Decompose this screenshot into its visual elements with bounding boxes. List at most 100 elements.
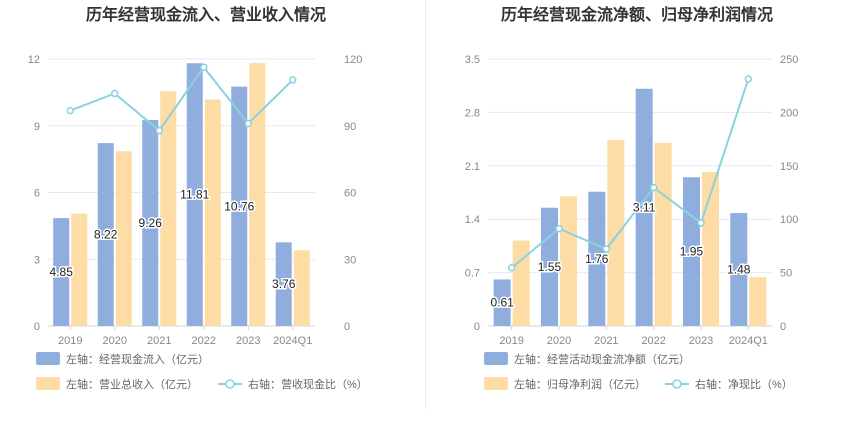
right-axis-tick-label: 60: [344, 188, 356, 200]
left-axis-tick-label: 12: [28, 54, 40, 66]
net-cashflow-profit-chart: 历年经营现金流净额、归母净利润情况 0 0.7 1.4 2.1 2.8 3.5 0 50 100 1…: [465, 5, 799, 391]
ratio-line: [69, 65, 294, 133]
x-axis-tick-label: 2023: [689, 335, 713, 347]
bar-series2[interactable]: [749, 277, 767, 326]
bar-data-label: 1.76: [585, 252, 609, 266]
bar-series2[interactable]: [607, 139, 625, 326]
legend-line-marker: [225, 379, 235, 389]
bar-data-label: 0.61: [490, 296, 514, 310]
bar-data-label: 9.26: [139, 216, 163, 230]
ratio-point[interactable]: [649, 183, 658, 192]
bar-series1[interactable]: [53, 218, 70, 326]
ratio-line: [511, 78, 750, 269]
ratio-point[interactable]: [244, 119, 252, 128]
bar-series1[interactable]: [275, 242, 292, 326]
left-axis-tick-label: 0: [34, 321, 40, 333]
right-axis-tick-label: 120: [344, 54, 362, 66]
panel-divider: [425, 0, 426, 410]
bar-series1[interactable]: [730, 213, 748, 326]
bar-series2[interactable]: [702, 171, 720, 326]
left-axis-tick-label: 3: [34, 254, 40, 266]
legend-label: 左轴：经营现金流入（亿元）: [66, 352, 209, 366]
bar-series1[interactable]: [635, 88, 653, 326]
x-axis-tick-label: 2021: [594, 335, 618, 347]
x-axis-tick-label: 2023: [236, 335, 260, 347]
bar-data-label: 3.76: [272, 277, 296, 291]
bar-series1[interactable]: [493, 279, 511, 326]
x-axis-tick-label: 2019: [58, 335, 82, 347]
legend-swatch[interactable]: [484, 352, 508, 365]
legend-swatch[interactable]: [36, 352, 60, 365]
right-axis-tick-label: 0: [780, 321, 786, 333]
x-axis-tick-label: 2024Q1: [729, 335, 768, 347]
ratio-point[interactable]: [111, 89, 119, 98]
bar-data-label: 1.48: [727, 263, 751, 277]
right-axis-tick-label: 90: [344, 121, 356, 133]
bar-data-label: 1.55: [538, 260, 562, 274]
bar-series2[interactable]: [654, 142, 672, 326]
ratio-point[interactable]: [200, 63, 208, 71]
chart-title: 历年经营现金流入、营业收入情况: [86, 5, 326, 24]
left-axis-tick-label: 0: [474, 321, 480, 333]
right-axis-tick-label: 50: [780, 268, 792, 280]
bar-series1[interactable]: [540, 207, 558, 326]
ratio-point[interactable]: [66, 106, 74, 115]
x-axis-tick-label: 2021: [147, 335, 171, 347]
legend-label: 右轴：净现比（%）: [695, 377, 793, 391]
left-axis-tick-label: 3.5: [465, 54, 480, 66]
x-axis-tick-label: 2022: [192, 335, 216, 347]
x-axis-tick-label: 2024Q1: [273, 335, 312, 347]
bar-series2[interactable]: [71, 213, 88, 326]
legend-label: 右轴：营收现金比（%）: [248, 377, 368, 391]
left-axis-tick-label: 6: [34, 188, 40, 200]
bar-data-label: 11.81: [180, 188, 209, 202]
ratio-point[interactable]: [602, 245, 611, 253]
bar-series2[interactable]: [160, 91, 177, 326]
bar-series1[interactable]: [186, 63, 203, 326]
ratio-point[interactable]: [555, 224, 563, 233]
bar-data-label: 8.22: [94, 228, 118, 242]
bar-series1[interactable]: [231, 86, 248, 326]
ratio-point[interactable]: [289, 76, 297, 84]
x-axis-tick-label: 2022: [641, 335, 665, 347]
left-axis-tick-label: 1.4: [465, 214, 480, 226]
legend-swatch[interactable]: [36, 377, 60, 390]
bar-series2[interactable]: [204, 99, 221, 327]
x-axis-tick-label: 2019: [499, 335, 523, 347]
legend-label: 左轴：归母净利润（亿元）: [514, 377, 646, 391]
bar-data-label: 3.11: [633, 200, 656, 214]
bar-data-label: 1.95: [680, 245, 704, 259]
bar-series1[interactable]: [588, 191, 606, 326]
legend-line-marker: [672, 379, 682, 389]
x-axis-tick-label: 2020: [103, 335, 127, 347]
left-axis-tick-label: 2.8: [465, 107, 480, 119]
right-axis-tick-label: 200: [780, 107, 798, 119]
legend-swatch[interactable]: [484, 377, 508, 390]
ratio-point[interactable]: [744, 75, 753, 83]
left-axis-tick-label: 0.7: [465, 268, 480, 280]
left-axis-tick-label: 2.1: [465, 161, 480, 173]
left-axis-tick-label: 9: [34, 121, 40, 133]
x-axis-tick-label: 2020: [547, 335, 571, 347]
bar-series2[interactable]: [115, 151, 132, 326]
ratio-point[interactable]: [697, 219, 705, 227]
bar-series2[interactable]: [249, 63, 266, 326]
right-axis-tick-label: 100: [780, 214, 798, 226]
right-axis-tick-label: 150: [780, 161, 798, 173]
bar-data-label: 4.85: [50, 265, 74, 279]
ratio-point[interactable]: [155, 126, 163, 135]
bar-series2[interactable]: [293, 250, 310, 326]
bar-data-label: 10.76: [224, 199, 254, 213]
legend-label: 左轴：营业总收入（亿元）: [66, 377, 198, 391]
bar-series2[interactable]: [512, 240, 530, 326]
bar-series2[interactable]: [560, 196, 578, 326]
bar-series1[interactable]: [682, 177, 700, 326]
right-axis-tick-label: 0: [344, 321, 350, 333]
legend-label: 左轴：经营活动现金流净额（亿元）: [514, 352, 690, 366]
right-axis-tick-label: 30: [344, 254, 356, 266]
bar-series1[interactable]: [142, 119, 159, 326]
right-axis-tick-label: 250: [780, 54, 798, 66]
ratio-point[interactable]: [507, 264, 516, 272]
bar-series1[interactable]: [97, 143, 114, 326]
